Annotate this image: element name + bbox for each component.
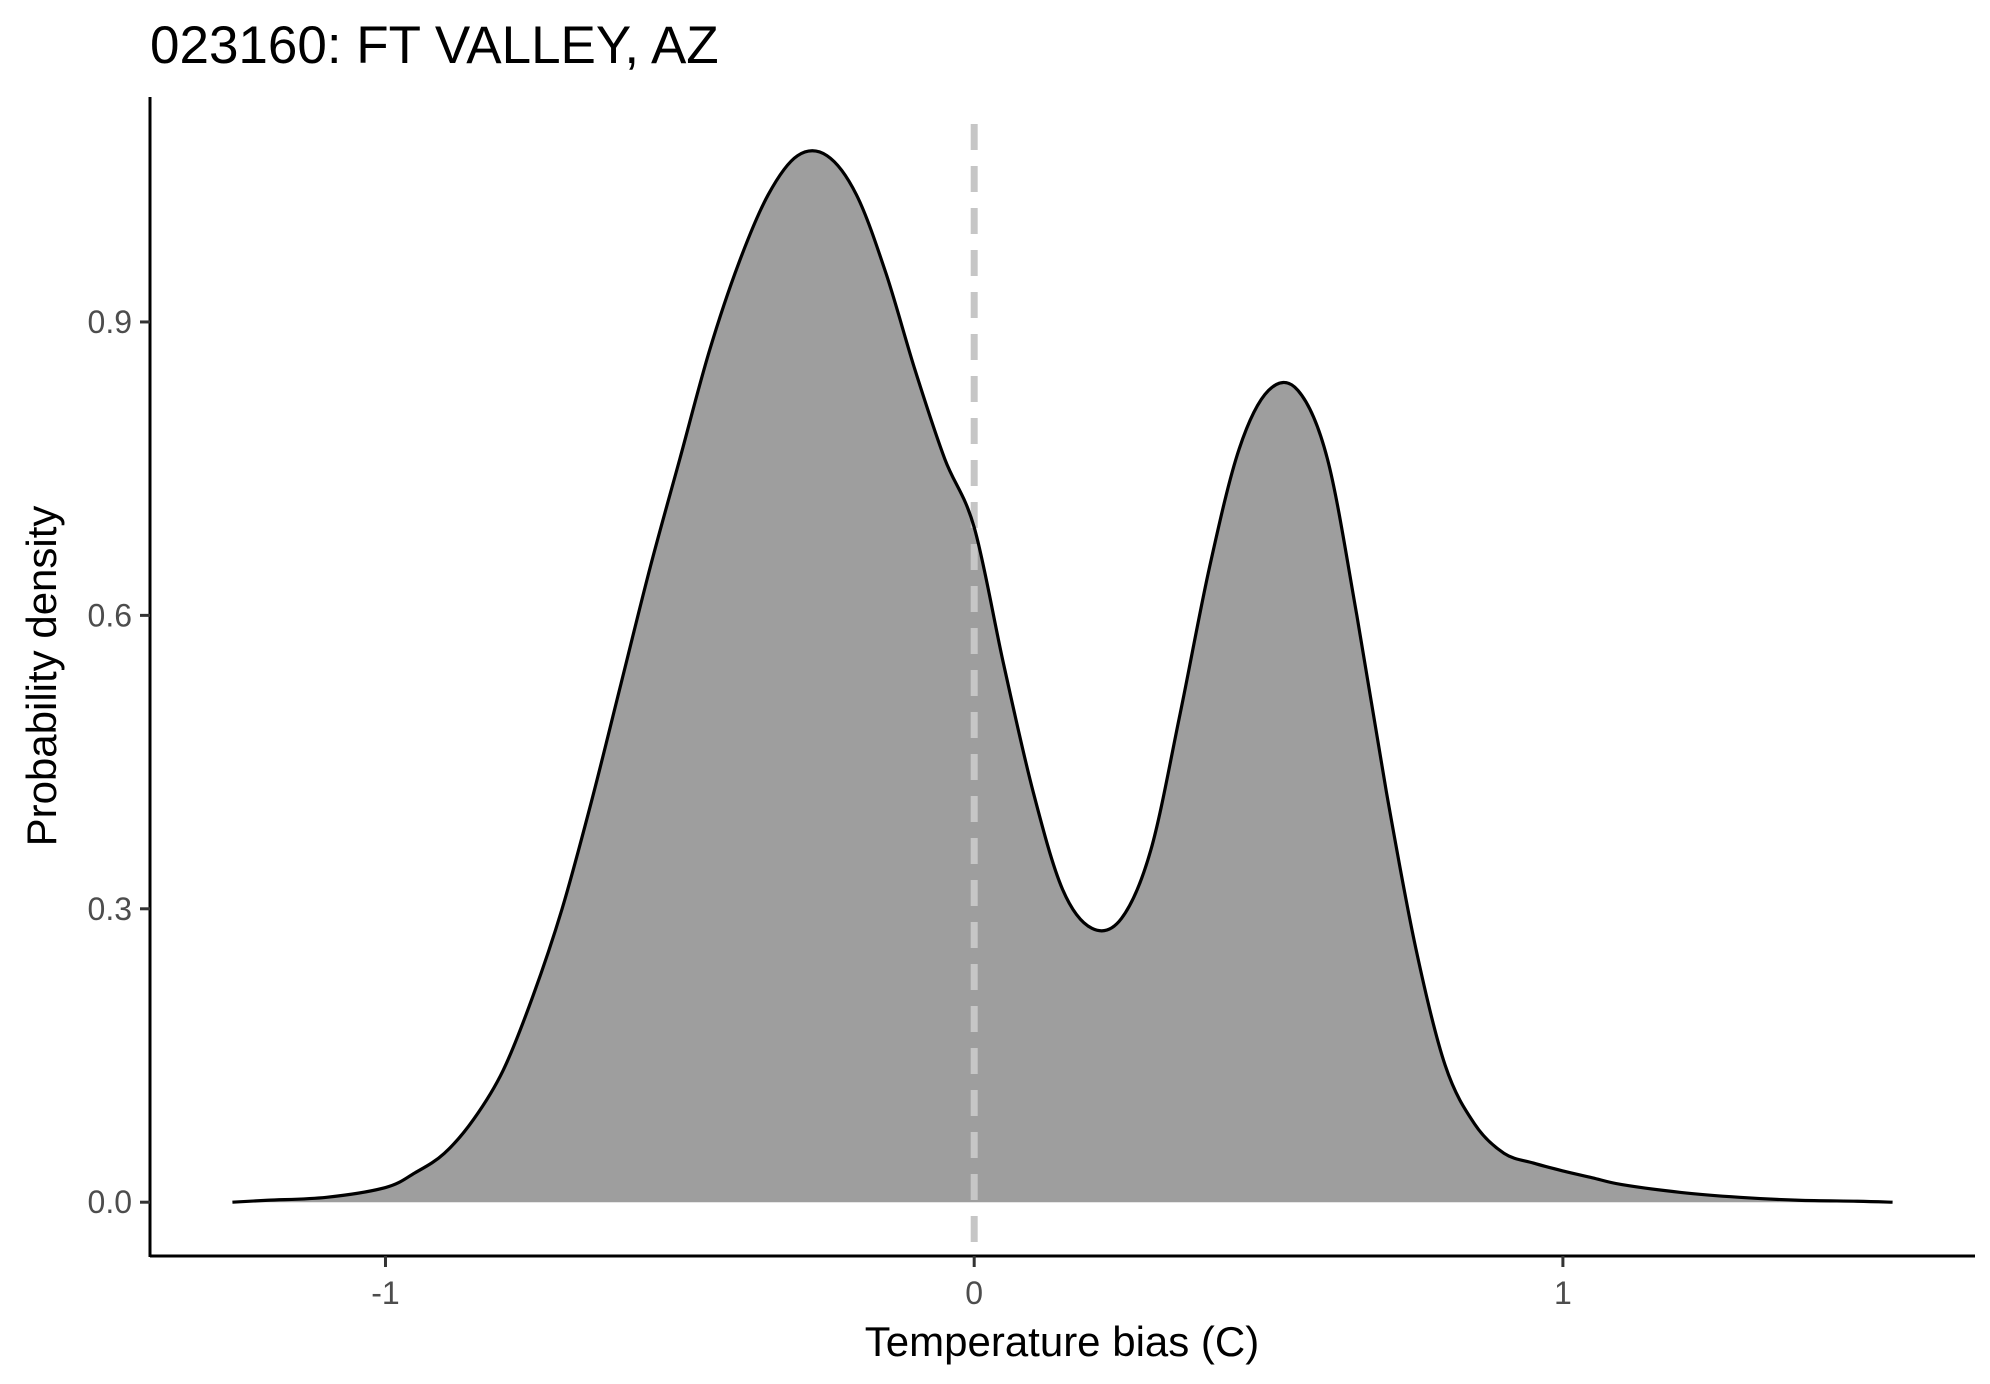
y-tick-label: 0.9 <box>88 304 132 340</box>
y-tick-label: 0.3 <box>88 891 132 927</box>
plot-area <box>232 124 1893 1256</box>
y-axis-title: Probability density <box>18 506 65 847</box>
x-tick-label: -1 <box>371 1275 399 1311</box>
x-tick-label: 0 <box>965 1275 983 1311</box>
y-axis-ticks: 0.0 0.3 0.6 0.9 <box>88 304 150 1220</box>
x-tick-label: 1 <box>1554 1275 1572 1311</box>
chart-title: 023160: FT VALLEY, AZ <box>150 16 719 75</box>
y-tick-label: 0.6 <box>88 597 132 633</box>
density-line <box>232 149 1893 1204</box>
density-area <box>232 150 1893 1203</box>
y-tick-label: 0.0 <box>88 1184 132 1220</box>
x-axis-ticks: -1 0 1 <box>371 1256 1572 1311</box>
x-axis-title: Temperature bias (C) <box>865 1318 1259 1365</box>
